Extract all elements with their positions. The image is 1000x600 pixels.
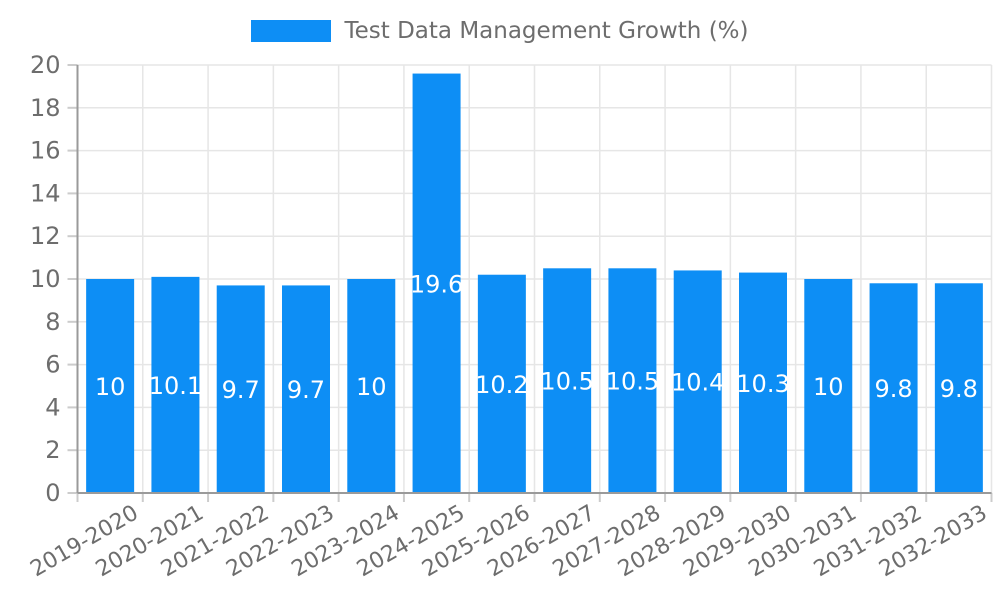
bar[interactable] — [934, 283, 983, 493]
bar-value-label: 10.5 — [606, 368, 659, 396]
bar[interactable] — [739, 272, 787, 493]
bar-value-label: 9.8 — [940, 375, 978, 403]
bar[interactable] — [347, 279, 396, 493]
bar[interactable] — [412, 73, 461, 493]
bar-value-label: 9.8 — [874, 375, 912, 403]
bar-value-label: 10.4 — [671, 369, 724, 397]
bar[interactable] — [673, 270, 722, 493]
y-axis-tick-label: 16 — [30, 137, 61, 165]
bar[interactable] — [869, 283, 918, 493]
y-axis-tick-label: 12 — [30, 222, 61, 250]
bar[interactable] — [477, 274, 526, 493]
y-axis-tick-label: 10 — [30, 265, 61, 293]
bar[interactable] — [216, 285, 265, 493]
bar[interactable] — [282, 285, 330, 493]
y-axis-tick-label: 4 — [45, 393, 60, 421]
y-axis-tick-label: 20 — [30, 51, 61, 79]
bar-value-label: 10.3 — [736, 370, 789, 398]
bar-value-label: 19.6 — [410, 270, 463, 298]
y-axis-tick-label: 18 — [30, 94, 61, 122]
y-axis-tick-label: 0 — [45, 479, 60, 507]
bar-value-label: 10.2 — [475, 371, 528, 399]
y-axis-tick-label: 14 — [30, 179, 61, 207]
bar-value-label: 10 — [356, 373, 387, 401]
bar[interactable] — [543, 268, 592, 493]
y-axis-tick-label: 6 — [45, 351, 60, 379]
bar-value-label: 10 — [813, 373, 844, 401]
y-axis-tick-label: 2 — [45, 436, 60, 464]
bar-value-label: 9.7 — [287, 376, 325, 404]
bar[interactable] — [608, 268, 657, 493]
bar-value-label: 10 — [95, 373, 126, 401]
bar[interactable] — [151, 276, 200, 493]
legend-swatch-icon — [251, 20, 332, 42]
bar-value-label: 10.1 — [149, 372, 202, 400]
bar-value-label: 9.7 — [222, 376, 260, 404]
legend[interactable]: Test Data Management Growth (%) — [0, 18, 1000, 44]
bar[interactable] — [804, 279, 853, 493]
bar[interactable] — [86, 279, 135, 493]
legend-label: Test Data Management Growth (%) — [344, 18, 749, 44]
y-axis-tick-label: 8 — [45, 308, 60, 336]
bar-value-label: 10.5 — [540, 368, 593, 396]
